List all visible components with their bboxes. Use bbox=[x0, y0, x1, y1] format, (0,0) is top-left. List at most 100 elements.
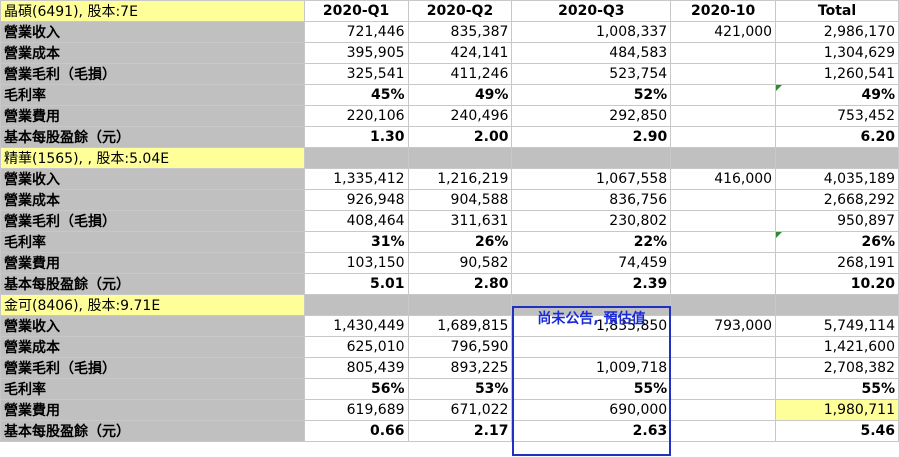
empty-cell[interactable] bbox=[407, 294, 513, 316]
value-cell[interactable]: 1,835,850 bbox=[511, 315, 672, 337]
value-cell[interactable]: 10.20 bbox=[775, 273, 899, 295]
value-cell[interactable]: 55% bbox=[511, 378, 672, 400]
value-cell[interactable]: 904,588 bbox=[407, 189, 513, 211]
value-cell[interactable]: 26% bbox=[407, 231, 513, 253]
row-label[interactable]: 營業毛利（毛損） bbox=[0, 210, 305, 232]
value-cell[interactable]: 411,246 bbox=[407, 63, 513, 85]
row-label[interactable]: 營業費用 bbox=[0, 399, 305, 421]
value-cell[interactable] bbox=[670, 231, 777, 253]
value-cell[interactable] bbox=[670, 210, 777, 232]
row-label[interactable]: 基本每股盈餘（元） bbox=[0, 126, 305, 148]
value-cell[interactable]: 1,216,219 bbox=[407, 168, 513, 190]
value-cell[interactable]: 523,754 bbox=[511, 63, 672, 85]
empty-cell[interactable] bbox=[670, 147, 777, 169]
row-label[interactable]: 營業成本 bbox=[0, 42, 305, 64]
value-cell[interactable]: 292,850 bbox=[511, 105, 672, 127]
value-cell[interactable]: 1,008,337 bbox=[511, 21, 672, 43]
value-cell[interactable]: 45% bbox=[303, 84, 409, 106]
empty-cell[interactable] bbox=[511, 147, 672, 169]
row-label[interactable]: 營業成本 bbox=[0, 336, 305, 358]
value-cell[interactable] bbox=[670, 420, 777, 442]
row-label[interactable]: 營業毛利（毛損） bbox=[0, 357, 305, 379]
value-cell[interactable]: 926,948 bbox=[303, 189, 409, 211]
value-cell[interactable]: 805,439 bbox=[303, 357, 409, 379]
value-cell[interactable]: 4,035,189 bbox=[775, 168, 899, 190]
row-label[interactable]: 營業收入 bbox=[0, 315, 305, 337]
value-cell[interactable] bbox=[511, 336, 672, 358]
value-cell[interactable]: 56% bbox=[303, 378, 409, 400]
value-cell[interactable]: 2.90 bbox=[511, 126, 672, 148]
value-cell[interactable]: 1,430,449 bbox=[303, 315, 409, 337]
value-cell[interactable]: 90,582 bbox=[407, 252, 513, 274]
column-header[interactable]: 2020-10 bbox=[670, 0, 777, 22]
empty-cell[interactable] bbox=[303, 294, 409, 316]
value-cell[interactable]: 836,756 bbox=[511, 189, 672, 211]
value-cell[interactable]: 835,387 bbox=[407, 21, 513, 43]
value-cell[interactable]: 5.01 bbox=[303, 273, 409, 295]
column-header[interactable]: 2020-Q3 bbox=[511, 0, 672, 22]
row-label[interactable]: 基本每股盈餘（元） bbox=[0, 420, 305, 442]
value-cell[interactable]: 893,225 bbox=[407, 357, 513, 379]
value-cell[interactable]: 2.80 bbox=[407, 273, 513, 295]
value-cell[interactable] bbox=[670, 336, 777, 358]
row-label[interactable]: 毛利率 bbox=[0, 231, 305, 253]
value-cell[interactable] bbox=[670, 63, 777, 85]
value-cell[interactable]: 103,150 bbox=[303, 252, 409, 274]
value-cell[interactable]: 1,689,815 bbox=[407, 315, 513, 337]
value-cell[interactable] bbox=[670, 273, 777, 295]
value-cell[interactable]: 49% bbox=[775, 84, 899, 106]
row-label[interactable]: 基本每股盈餘（元） bbox=[0, 273, 305, 295]
company-name-cell[interactable]: 晶碩(6491), 股本:7E bbox=[0, 0, 305, 22]
value-cell[interactable]: 793,000 bbox=[670, 315, 777, 337]
value-cell[interactable]: 311,631 bbox=[407, 210, 513, 232]
value-cell[interactable]: 74,459 bbox=[511, 252, 672, 274]
value-cell[interactable] bbox=[670, 126, 777, 148]
empty-cell[interactable] bbox=[775, 147, 899, 169]
row-label[interactable]: 營業收入 bbox=[0, 168, 305, 190]
value-cell[interactable]: 408,464 bbox=[303, 210, 409, 232]
value-cell[interactable]: 6.20 bbox=[775, 126, 899, 148]
value-cell[interactable]: 230,802 bbox=[511, 210, 672, 232]
value-cell[interactable] bbox=[670, 252, 777, 274]
value-cell[interactable] bbox=[670, 84, 777, 106]
value-cell[interactable] bbox=[670, 378, 777, 400]
value-cell[interactable]: 950,897 bbox=[775, 210, 899, 232]
value-cell[interactable]: 1,260,541 bbox=[775, 63, 899, 85]
value-cell[interactable]: 2,986,170 bbox=[775, 21, 899, 43]
value-cell[interactable]: 31% bbox=[303, 231, 409, 253]
row-label[interactable]: 毛利率 bbox=[0, 84, 305, 106]
value-cell[interactable]: 2.63 bbox=[511, 420, 672, 442]
row-label[interactable]: 營業費用 bbox=[0, 252, 305, 274]
value-cell[interactable]: 671,022 bbox=[407, 399, 513, 421]
row-label[interactable]: 毛利率 bbox=[0, 378, 305, 400]
value-cell[interactable]: 2,708,382 bbox=[775, 357, 899, 379]
row-label[interactable]: 營業毛利（毛損） bbox=[0, 63, 305, 85]
value-cell[interactable]: 1,421,600 bbox=[775, 336, 899, 358]
value-cell[interactable]: 619,689 bbox=[303, 399, 409, 421]
value-cell[interactable]: 26% bbox=[775, 231, 899, 253]
value-cell[interactable]: 1,067,558 bbox=[511, 168, 672, 190]
value-cell[interactable]: 325,541 bbox=[303, 63, 409, 85]
column-header[interactable]: 2020-Q1 bbox=[303, 0, 409, 22]
value-cell[interactable]: 625,010 bbox=[303, 336, 409, 358]
value-cell[interactable]: 268,191 bbox=[775, 252, 899, 274]
empty-cell[interactable] bbox=[511, 294, 672, 316]
value-cell[interactable]: 49% bbox=[407, 84, 513, 106]
value-cell[interactable] bbox=[670, 399, 777, 421]
row-label[interactable]: 營業收入 bbox=[0, 21, 305, 43]
company-name-cell[interactable]: 精華(1565), , 股本:5.04E bbox=[0, 147, 305, 169]
value-cell[interactable]: 721,446 bbox=[303, 21, 409, 43]
empty-cell[interactable] bbox=[775, 294, 899, 316]
value-cell[interactable]: 753,452 bbox=[775, 105, 899, 127]
value-cell[interactable]: 0.66 bbox=[303, 420, 409, 442]
value-cell[interactable]: 1.30 bbox=[303, 126, 409, 148]
value-cell[interactable]: 2.39 bbox=[511, 273, 672, 295]
value-cell[interactable]: 55% bbox=[775, 378, 899, 400]
company-name-cell[interactable]: 金可(8406), 股本:9.71E bbox=[0, 294, 305, 316]
row-label[interactable]: 營業成本 bbox=[0, 189, 305, 211]
value-cell[interactable]: 5,749,114 bbox=[775, 315, 899, 337]
value-cell[interactable] bbox=[670, 189, 777, 211]
value-cell[interactable]: 22% bbox=[511, 231, 672, 253]
row-label[interactable]: 營業費用 bbox=[0, 105, 305, 127]
value-cell[interactable]: 53% bbox=[407, 378, 513, 400]
